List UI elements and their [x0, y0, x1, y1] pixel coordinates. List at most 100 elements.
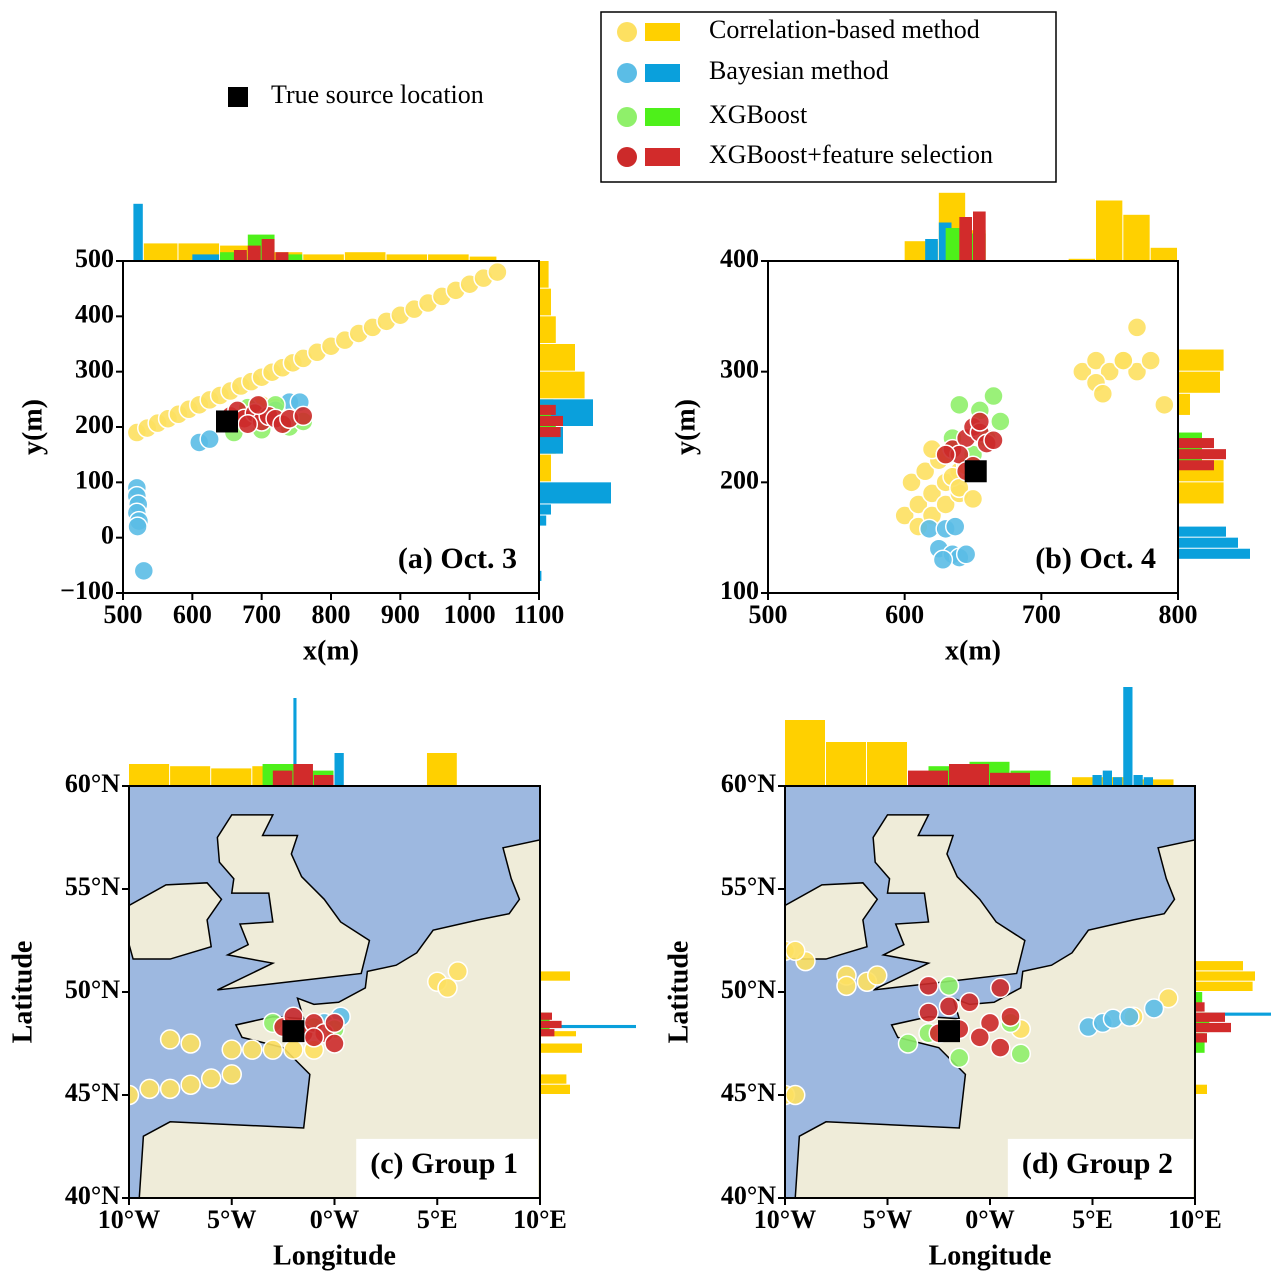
point [1143, 998, 1165, 1019]
point [921, 483, 943, 504]
right-histogram-bar [539, 316, 556, 343]
y-axis-label: Latitude [663, 941, 694, 1044]
panel: 500 600 700 800 900 1000 1100 −100 0 100 200 300 400… [17, 203, 611, 666]
point [1092, 383, 1114, 405]
top-histogram-bar [1092, 775, 1102, 786]
x-tick-label: 800 [312, 600, 351, 629]
point [897, 1033, 919, 1054]
right-histogram-bar [1195, 1084, 1207, 1094]
point [1140, 350, 1161, 371]
x-axis-label: x(m) [303, 635, 359, 666]
true-source [938, 1020, 960, 1043]
top-histogram-bar [272, 770, 293, 786]
point [324, 1033, 345, 1054]
top-histogram-bar [293, 764, 313, 786]
top-histogram-bar [949, 764, 989, 786]
point [159, 1078, 181, 1100]
point [894, 505, 915, 526]
point [901, 472, 922, 493]
point [1154, 394, 1175, 416]
y-tick-label: 100 [720, 576, 759, 605]
right-histogram-bar [539, 570, 542, 581]
y-tick-label: 40°N [65, 1181, 120, 1210]
legend-bar [645, 64, 680, 82]
y-tick-label: 45°N [65, 1078, 120, 1107]
right-histogram-bar [539, 482, 611, 504]
point [1113, 350, 1134, 371]
panel-label: (b) Oct. 4 [1035, 542, 1156, 575]
top-histogram-bar [220, 252, 247, 261]
point [221, 1039, 242, 1060]
point [200, 1068, 222, 1089]
top-histogram-bar [261, 239, 275, 261]
panel: 500 600 700 800 100 200 300 400 x(m) y(m) (b) Oct.… [670, 192, 1250, 666]
right-histogram-bar [539, 427, 561, 438]
point [969, 1027, 990, 1048]
point [938, 975, 960, 997]
right-histogram-bar [539, 288, 551, 316]
point [955, 544, 977, 565]
point [918, 975, 939, 997]
right-histogram-bar [540, 1024, 636, 1029]
points [126, 261, 508, 582]
right-histogram-bar [540, 1031, 576, 1037]
panel: 10°W 5°W 0°W 5°E 10°E 40°N 45°N 50°N 55°N 60°N Lon… [663, 687, 1271, 1271]
panel: 10°W 5°W 0°W 5°E 10°E 40°N 45°N 50°N 55°N 60°N Lon… [7, 698, 636, 1271]
point [1126, 361, 1148, 382]
x-tick-label: 600 [885, 600, 924, 629]
top-histogram-bar [908, 770, 948, 786]
top-histogram-bar [344, 252, 386, 261]
point [127, 516, 148, 537]
legend-bar [645, 108, 680, 126]
top-histogram-bar [826, 742, 866, 786]
right-histogram-bar [1178, 371, 1220, 393]
right-histogram-bar [539, 404, 556, 415]
right-histogram-bar [1178, 432, 1202, 465]
x-tick-label: 10°W [754, 1205, 816, 1234]
y-tick-label: 55°N [721, 872, 776, 901]
y-tick-label: 50°N [721, 975, 776, 1004]
x-tick-label: 700 [1022, 600, 1061, 629]
point [1010, 1043, 1031, 1065]
legend-marker [617, 147, 637, 167]
point [935, 444, 956, 465]
y-tick-label: 60°N [65, 769, 120, 798]
top-histogram-bar [1072, 777, 1133, 786]
y-tick-label: 55°N [65, 872, 120, 901]
x-tick-label: 5°E [1072, 1205, 1113, 1234]
top-histogram-bar [275, 252, 289, 261]
x-tick-label: 10°W [98, 1205, 160, 1234]
point [1000, 1006, 1021, 1027]
x-axis-label: Longitude [273, 1240, 396, 1271]
point [969, 411, 991, 432]
point [867, 965, 888, 986]
top-histogram-bar [129, 764, 170, 786]
right-histogram-bar [540, 1074, 567, 1084]
land [129, 882, 223, 960]
right-histogram-bar [1195, 1012, 1271, 1016]
point [1099, 361, 1120, 382]
right-histogram-bar [1195, 1033, 1207, 1043]
top-histogram-bar [1123, 687, 1133, 786]
right-histogram-bar [539, 344, 575, 371]
legend: Correlation-based method Bayesian method X… [617, 15, 993, 169]
point [932, 549, 954, 571]
right-histogram-bar [1178, 393, 1190, 415]
x-tick-label: 5°E [417, 1205, 458, 1234]
point [180, 1033, 201, 1054]
x-tick-label: 10°E [513, 1205, 567, 1234]
legend-label: XGBoost [709, 100, 808, 129]
right-histogram-bar [1195, 1022, 1231, 1033]
legend-label: XGBoost+feature selection [709, 140, 993, 169]
panel-label: (a) Oct. 3 [398, 542, 517, 575]
top-histogram-bar [925, 239, 938, 261]
x-tick-label: 500 [104, 600, 143, 629]
top-histogram-bar [170, 766, 211, 786]
y-axis-label: Latitude [7, 941, 38, 1044]
panel-label: (c) Group 1 [370, 1147, 518, 1180]
point [1072, 361, 1093, 382]
point [983, 430, 1004, 451]
point [990, 411, 1011, 432]
panel-label-bg [356, 1138, 538, 1197]
legend-label: Correlation-based method [709, 15, 980, 44]
